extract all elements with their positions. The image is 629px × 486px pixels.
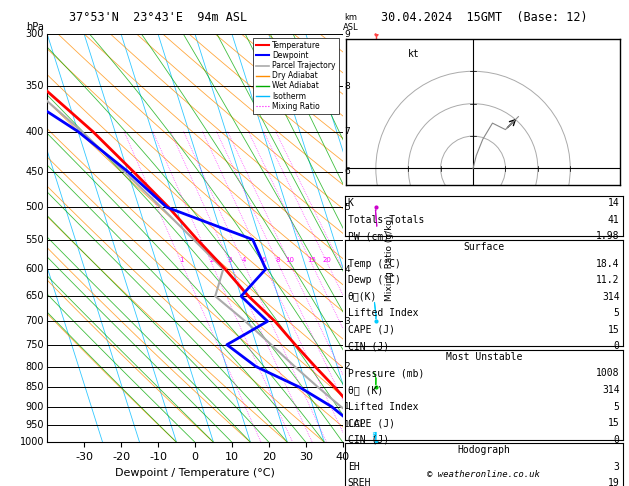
Text: Surface: Surface — [463, 242, 504, 252]
Text: K: K — [348, 198, 353, 208]
Text: 650: 650 — [26, 291, 44, 301]
Text: 750: 750 — [25, 340, 44, 350]
Text: CIN (J): CIN (J) — [348, 341, 389, 351]
X-axis label: Dewpoint / Temperature (°C): Dewpoint / Temperature (°C) — [115, 468, 275, 478]
Text: 2: 2 — [209, 258, 214, 263]
Text: 19: 19 — [608, 478, 620, 486]
Text: Hodograph: Hodograph — [457, 445, 510, 455]
Text: Lifted Index: Lifted Index — [348, 308, 418, 318]
Text: 1008: 1008 — [596, 368, 620, 379]
Text: 1.98: 1.98 — [596, 231, 620, 242]
Text: 350: 350 — [26, 81, 44, 91]
Text: 37°53'N  23°43'E  94m ASL: 37°53'N 23°43'E 94m ASL — [69, 11, 247, 23]
Text: 450: 450 — [26, 167, 44, 176]
Text: 1: 1 — [344, 402, 350, 411]
Text: SREH: SREH — [348, 478, 371, 486]
Text: CAPE (J): CAPE (J) — [348, 418, 395, 428]
Text: 700: 700 — [26, 316, 44, 326]
Text: Lifted Index: Lifted Index — [348, 401, 418, 412]
Text: Mixing Ratio (g/kg): Mixing Ratio (g/kg) — [386, 216, 394, 301]
Text: 1000: 1000 — [19, 437, 44, 447]
Text: CAPE (J): CAPE (J) — [348, 325, 395, 335]
Text: 8: 8 — [276, 258, 281, 263]
Text: 500: 500 — [26, 202, 44, 212]
Text: 1LCL: 1LCL — [344, 420, 366, 429]
Text: 20: 20 — [323, 258, 332, 263]
Text: 300: 300 — [26, 29, 44, 39]
Text: 314: 314 — [602, 292, 620, 302]
Text: 550: 550 — [25, 235, 44, 244]
Text: CIN (J): CIN (J) — [348, 434, 389, 445]
Text: θᴇ(K): θᴇ(K) — [348, 292, 377, 302]
Text: 15: 15 — [608, 325, 620, 335]
Text: Temp (°C): Temp (°C) — [348, 259, 401, 269]
Text: © weatheronline.co.uk: © weatheronline.co.uk — [427, 469, 540, 479]
Text: 15: 15 — [608, 418, 620, 428]
Text: 2: 2 — [344, 362, 350, 371]
Text: 4: 4 — [344, 264, 350, 274]
Text: kt: kt — [408, 49, 420, 59]
Text: 41: 41 — [608, 215, 620, 225]
Text: 0: 0 — [614, 341, 620, 351]
Text: 850: 850 — [26, 382, 44, 392]
Text: Pressure (mb): Pressure (mb) — [348, 368, 424, 379]
Text: 6: 6 — [261, 258, 266, 263]
Text: θᴇ (K): θᴇ (K) — [348, 385, 383, 395]
Text: 10: 10 — [285, 258, 294, 263]
Text: Most Unstable: Most Unstable — [445, 352, 522, 362]
Text: Dewp (°C): Dewp (°C) — [348, 275, 401, 285]
Text: 3: 3 — [344, 317, 350, 326]
Text: 1: 1 — [179, 258, 184, 263]
Text: 5: 5 — [614, 401, 620, 412]
Text: 600: 600 — [26, 264, 44, 274]
Text: 5: 5 — [344, 203, 350, 212]
Text: 4: 4 — [242, 258, 246, 263]
Text: 3: 3 — [614, 462, 620, 472]
Text: Totals Totals: Totals Totals — [348, 215, 424, 225]
Text: 950: 950 — [26, 420, 44, 430]
Text: 800: 800 — [26, 362, 44, 372]
Text: 8: 8 — [344, 82, 350, 91]
Text: km
ASL: km ASL — [343, 13, 358, 32]
Legend: Temperature, Dewpoint, Parcel Trajectory, Dry Adiabat, Wet Adiabat, Isotherm, Mi: Temperature, Dewpoint, Parcel Trajectory… — [253, 38, 339, 114]
Text: 314: 314 — [602, 385, 620, 395]
Text: EH: EH — [348, 462, 360, 472]
Text: 15: 15 — [307, 258, 316, 263]
Text: 7: 7 — [344, 127, 350, 136]
Text: 400: 400 — [26, 126, 44, 137]
Text: 14: 14 — [608, 198, 620, 208]
Text: 0: 0 — [614, 434, 620, 445]
Text: 9: 9 — [344, 30, 350, 38]
Text: 18.4: 18.4 — [596, 259, 620, 269]
Text: 30.04.2024  15GMT  (Base: 12): 30.04.2024 15GMT (Base: 12) — [381, 11, 587, 23]
Text: 6: 6 — [344, 167, 350, 176]
Text: 5: 5 — [614, 308, 620, 318]
Text: PW (cm): PW (cm) — [348, 231, 389, 242]
Text: 11.2: 11.2 — [596, 275, 620, 285]
Text: 900: 900 — [26, 401, 44, 412]
Text: hPa: hPa — [26, 21, 44, 32]
Text: 3: 3 — [228, 258, 232, 263]
